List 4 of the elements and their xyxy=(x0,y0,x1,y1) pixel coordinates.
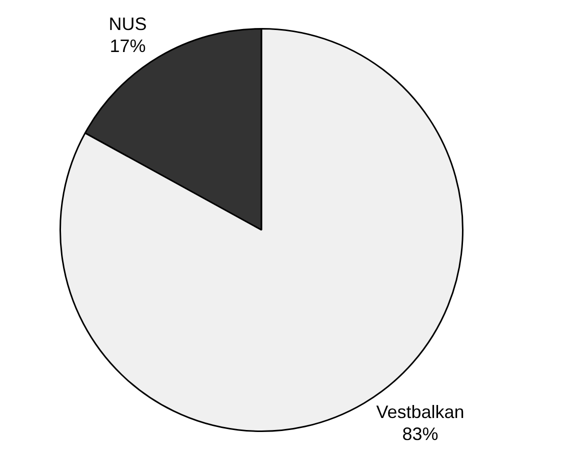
slice-label: Vestbalkan xyxy=(376,402,464,422)
data-label: 83% xyxy=(402,424,438,444)
data-label: 17% xyxy=(110,36,146,56)
slice-label: NUS xyxy=(108,14,147,34)
